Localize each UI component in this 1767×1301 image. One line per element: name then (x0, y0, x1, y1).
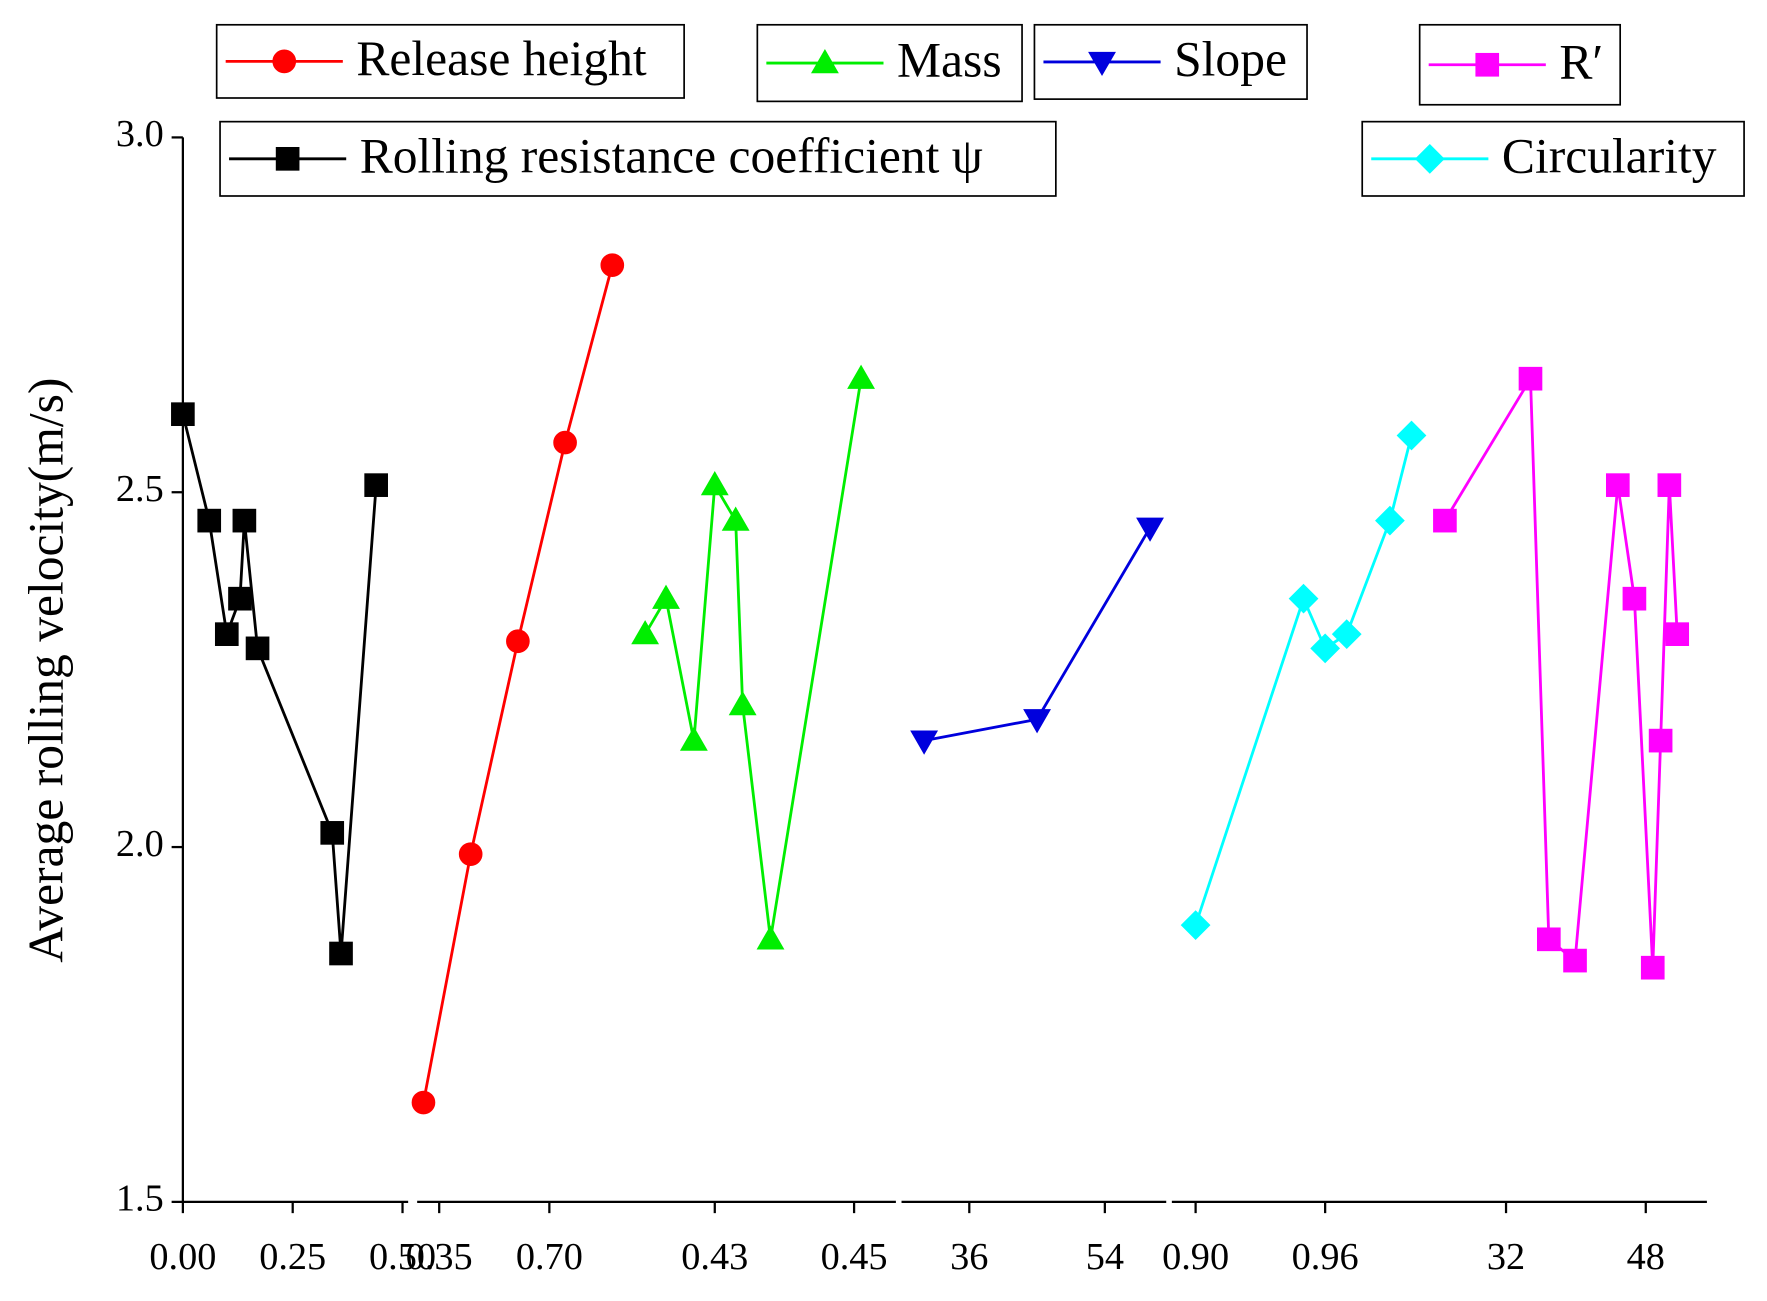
y-tick-label: 2.0 (116, 823, 164, 865)
marker (1180, 910, 1211, 940)
marker (275, 146, 300, 171)
marker (272, 49, 297, 74)
x-tick-label: 0.43 (681, 1236, 748, 1278)
marker (700, 471, 729, 496)
x-tick-label: 0.70 (516, 1236, 583, 1278)
marker (232, 508, 257, 533)
series-line (1443, 373, 1679, 968)
legend-label: R′ (1559, 34, 1603, 89)
legend-label: Mass (897, 33, 1002, 88)
marker (458, 842, 483, 866)
marker (756, 925, 785, 950)
marker (1433, 508, 1457, 533)
marker (1288, 583, 1319, 614)
marker (214, 622, 239, 646)
legend-box (219, 120, 1057, 197)
marker (197, 508, 222, 533)
marker (1640, 955, 1665, 980)
marker (1665, 622, 1690, 646)
legend-box (1033, 23, 1308, 100)
marker (1648, 728, 1673, 753)
marker (171, 402, 195, 427)
marker (1023, 709, 1051, 734)
marker (1331, 619, 1362, 650)
marker (1396, 420, 1427, 451)
marker (910, 730, 939, 755)
legend-label: Slope (1174, 32, 1287, 87)
marker (329, 941, 353, 966)
series-line (923, 527, 1152, 742)
x-tick-label: 54 (1086, 1236, 1124, 1278)
series-line (643, 378, 863, 940)
x-tick-label: 0.96 (1292, 1236, 1359, 1278)
legend-label: Release height (356, 31, 647, 86)
y-tick-label: 1.5 (116, 1178, 164, 1220)
x-tick-label: 48 (1627, 1236, 1665, 1278)
marker (1375, 505, 1405, 536)
marker (1088, 51, 1116, 77)
marker (1475, 52, 1500, 77)
marker (1136, 517, 1164, 542)
marker (228, 586, 252, 611)
x-tick-label: 0.50 (369, 1236, 436, 1278)
marker (679, 726, 708, 751)
x-tick-label: 36 (950, 1236, 988, 1278)
y-tick-label: 3.0 (116, 113, 164, 155)
marker (411, 1090, 436, 1115)
marker (1563, 948, 1587, 973)
x-tick-label: 0.25 (259, 1236, 326, 1278)
marker (847, 364, 875, 389)
marker (506, 629, 530, 654)
marker (721, 506, 750, 531)
marker (1414, 143, 1445, 174)
marker (728, 691, 757, 716)
marker (1537, 927, 1561, 952)
marker (1657, 473, 1682, 497)
marker (320, 821, 345, 845)
legend-label: Circularity (1502, 128, 1717, 183)
series-line (181, 413, 378, 954)
series-line (1194, 435, 1413, 926)
x-tick-label: 0.45 (821, 1236, 888, 1278)
x-tick-label: 0.00 (149, 1236, 216, 1278)
marker (245, 636, 270, 661)
y-tick-label: 2.5 (116, 468, 164, 510)
marker (810, 48, 839, 74)
marker (1518, 366, 1543, 391)
marker (364, 473, 388, 497)
series-line (422, 264, 614, 1103)
y-axis-label: Average rolling velocity(m/s) (18, 378, 73, 963)
x-tick-label: 32 (1487, 1236, 1525, 1278)
marker (1605, 473, 1630, 497)
marker (1622, 586, 1647, 611)
marker (1310, 633, 1341, 664)
marker (553, 430, 577, 455)
marker (652, 584, 680, 609)
x-tick-label: 0.35 (406, 1236, 473, 1278)
marker (631, 620, 660, 645)
marker (600, 253, 625, 277)
legend-label: Rolling resistance coefficient ψ (360, 128, 983, 183)
x-tick-label: 0.90 (1162, 1236, 1229, 1278)
